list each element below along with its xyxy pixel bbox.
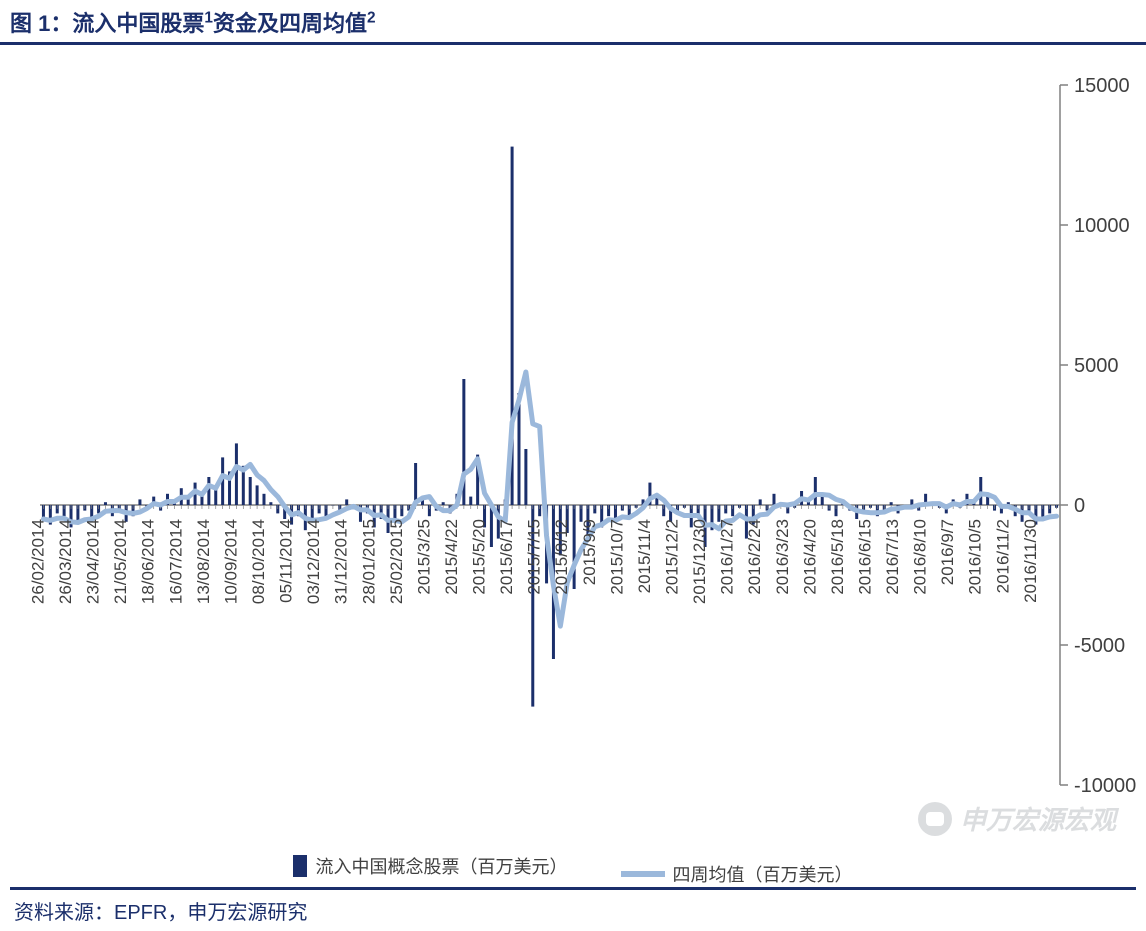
svg-text:16/07/2014: 16/07/2014 (166, 519, 185, 604)
legend-swatch-bar (293, 855, 307, 877)
svg-text:-10000: -10000 (1074, 775, 1136, 797)
svg-text:2016/1/27: 2016/1/27 (718, 519, 737, 595)
svg-text:2016/7/13: 2016/7/13 (883, 519, 902, 595)
svg-text:2016/9/7: 2016/9/7 (938, 519, 957, 585)
title-main-1: 流入中国股票 (72, 11, 204, 36)
svg-text:15000: 15000 (1074, 75, 1130, 97)
svg-text:31/12/2014: 31/12/2014 (332, 519, 351, 604)
svg-text:0: 0 (1074, 495, 1085, 517)
svg-text:10000: 10000 (1074, 215, 1130, 237)
svg-text:21/05/2014: 21/05/2014 (111, 519, 130, 604)
svg-text:10/09/2014: 10/09/2014 (221, 519, 240, 604)
source-line: 资料来源：EPFR，申万宏源研究 (0, 890, 1146, 931)
legend-swatch-line (621, 871, 665, 877)
wechat-icon (918, 802, 952, 836)
svg-text:23/04/2014: 23/04/2014 (84, 519, 103, 604)
legend-item-bar: 流入中国概念股票（百万美元） (293, 853, 567, 879)
svg-text:2016/5/18: 2016/5/18 (828, 519, 847, 595)
svg-text:2015/5/20: 2015/5/20 (470, 519, 489, 595)
svg-text:08/10/2014: 08/10/2014 (249, 519, 268, 604)
legend-label-bar: 流入中国概念股票（百万美元） (315, 853, 567, 879)
svg-text:26/02/2014: 26/02/2014 (28, 519, 47, 604)
svg-text:03/12/2014: 03/12/2014 (304, 519, 323, 604)
svg-text:-5000: -5000 (1074, 635, 1125, 657)
source-text: EPFR，申万宏源研究 (114, 902, 307, 924)
svg-text:2015/10/7: 2015/10/7 (607, 519, 626, 595)
svg-text:2015/8/12: 2015/8/12 (552, 519, 571, 595)
svg-text:2016/8/10: 2016/8/10 (911, 519, 930, 595)
title-main-2: 资金及四周均值 (213, 11, 367, 36)
svg-text:2015/3/25: 2015/3/25 (414, 519, 433, 595)
legend-label-line: 四周均值（百万美元） (673, 861, 853, 887)
chart-title: 图 1：流入中国股票1资金及四周均值2 (10, 11, 376, 36)
title-sup-2: 2 (367, 10, 376, 27)
title-prefix: 图 1： (10, 11, 72, 36)
watermark: 申万宏源宏观 (918, 800, 1116, 837)
svg-text:2015/9/9: 2015/9/9 (580, 519, 599, 585)
chart-title-bar: 图 1：流入中国股票1资金及四周均值2 (0, 0, 1146, 45)
svg-text:2015/7/15: 2015/7/15 (525, 519, 544, 595)
svg-text:28/01/2015: 28/01/2015 (359, 519, 378, 604)
svg-text:2015/12/30: 2015/12/30 (690, 519, 709, 604)
svg-text:2015/6/17: 2015/6/17 (497, 519, 516, 595)
chart-legend: 流入中国概念股票（百万美元） 四周均值（百万美元） (10, 845, 1136, 887)
legend-item-line: 四周均值（百万美元） (621, 861, 853, 887)
svg-text:5000: 5000 (1074, 355, 1119, 377)
svg-text:2016/2/24: 2016/2/24 (745, 519, 764, 595)
svg-text:25/02/2015: 25/02/2015 (387, 519, 406, 604)
svg-text:05/11/2014: 05/11/2014 (277, 519, 296, 603)
svg-text:2016/11/2: 2016/11/2 (993, 519, 1012, 593)
watermark-text: 申万宏源宏观 (960, 800, 1116, 837)
svg-text:2015/4/22: 2015/4/22 (442, 519, 461, 595)
svg-text:26/03/2014: 26/03/2014 (56, 519, 75, 604)
svg-text:2016/3/23: 2016/3/23 (773, 519, 792, 595)
svg-text:2015/12/2: 2015/12/2 (663, 519, 682, 595)
title-sup-1: 1 (204, 10, 213, 27)
svg-text:2016/6/15: 2016/6/15 (855, 519, 874, 595)
svg-text:2015/11/4: 2015/11/4 (635, 519, 654, 593)
svg-text:2016/4/20: 2016/4/20 (800, 519, 819, 595)
svg-text:18/06/2014: 18/06/2014 (139, 519, 158, 604)
svg-text:13/08/2014: 13/08/2014 (194, 519, 213, 604)
chart-svg: -10000 -5000 0 5000 10000 15000 26/02/2014 26/0… (10, 65, 1136, 845)
source-label: 资料来源： (14, 902, 114, 924)
chart-area: -10000 -5000 0 5000 10000 15000 26/02/2014 26/0… (10, 65, 1136, 887)
svg-text:2016/10/5: 2016/10/5 (966, 519, 985, 595)
svg-text:2016/11/30: 2016/11/30 (1021, 519, 1040, 603)
